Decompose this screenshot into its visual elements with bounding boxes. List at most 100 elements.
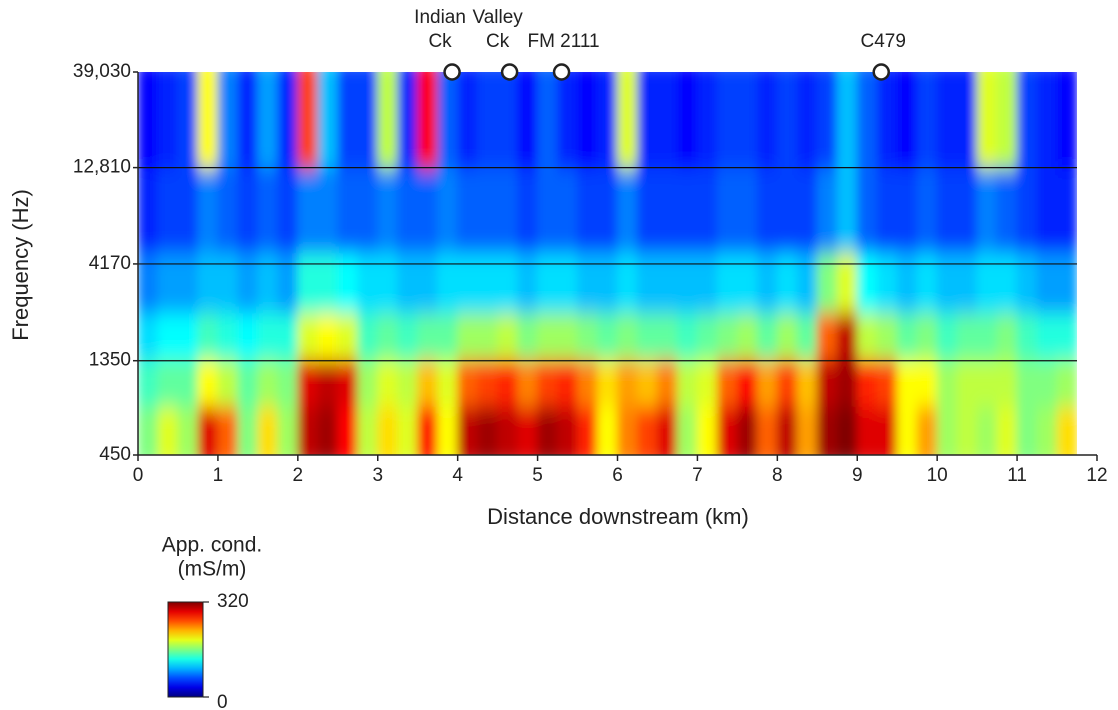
x-tick-label: 8 [772, 465, 783, 486]
heat-cell [257, 406, 279, 455]
heat-cell [397, 406, 419, 455]
heat-cell [237, 167, 259, 254]
heat-cell [497, 312, 519, 360]
heat-cell [896, 72, 918, 169]
heat-cell [856, 252, 878, 314]
heat-cell [138, 406, 159, 455]
heat-cell [457, 252, 479, 314]
heat-cell [517, 312, 539, 360]
heat-cell [437, 312, 459, 360]
heat-cell [577, 359, 599, 407]
heat-cell [976, 252, 998, 314]
heat-cell [417, 359, 439, 407]
heat-cell [756, 406, 778, 455]
heat-cell [636, 406, 658, 455]
heat-cell [896, 167, 918, 254]
heat-cell [257, 359, 279, 407]
heat-cell [736, 252, 758, 314]
heat-cell [277, 252, 299, 314]
heat-cell [157, 72, 179, 169]
heat-cell [756, 359, 778, 407]
heat-cell [537, 312, 559, 360]
heat-cell [237, 312, 259, 360]
heat-cell [417, 252, 439, 314]
heat-cell [956, 359, 978, 407]
heat-cell [656, 312, 678, 360]
heat-cell [357, 359, 379, 407]
heat-cell [237, 72, 259, 169]
heat-cell [157, 406, 179, 455]
heat-cell [1056, 167, 1077, 254]
heat-cell [537, 252, 559, 314]
heat-cell [696, 312, 718, 360]
heat-cell [357, 72, 379, 169]
heat-cell [996, 406, 1018, 455]
heat-cell [557, 406, 579, 455]
heat-cell [437, 252, 459, 314]
heat-cell [996, 312, 1018, 360]
heat-cell [377, 312, 399, 360]
heat-cell [197, 72, 219, 169]
heat-cell [676, 359, 698, 407]
heat-cell [636, 72, 658, 169]
heat-cell [656, 167, 678, 254]
heat-cell [716, 167, 738, 254]
heat-cell [816, 312, 838, 360]
y-tick-label: 4170 [89, 253, 131, 274]
heat-cell [636, 252, 658, 314]
heat-cell [497, 359, 519, 407]
heat-cell [617, 72, 638, 169]
heat-cell [597, 167, 618, 254]
heat-cell [1036, 167, 1058, 254]
heat-cell [676, 252, 698, 314]
heat-cell [377, 167, 399, 254]
heat-cell [417, 406, 439, 455]
heat-cell [157, 252, 179, 314]
x-tick-label: 5 [532, 465, 543, 486]
heat-cell [177, 167, 199, 254]
heat-cell [796, 252, 818, 314]
heat-cell [297, 72, 319, 169]
heat-cell [317, 72, 339, 169]
heat-cell [517, 252, 539, 314]
heat-cell [517, 72, 539, 169]
heat-cell [317, 167, 339, 254]
heat-cell [597, 359, 618, 407]
x-tick-label: 12 [1086, 465, 1107, 486]
heat-cell [956, 406, 978, 455]
site-label: Ck [486, 31, 510, 52]
x-tick-label: 0 [133, 465, 144, 486]
heat-cell [1036, 359, 1058, 407]
heat-cell [457, 312, 479, 360]
heat-cell [237, 359, 259, 407]
heat-cell [517, 167, 539, 254]
heat-cell [537, 359, 559, 407]
heat-cell [497, 252, 519, 314]
heat-cell [497, 72, 519, 169]
heat-cell [876, 359, 898, 407]
heat-cell [776, 72, 798, 169]
heat-cell [297, 312, 319, 360]
heat-cell [237, 252, 259, 314]
heat-cell [397, 252, 419, 314]
heat-cell [597, 312, 618, 360]
heat-cell [1016, 72, 1038, 169]
heat-cell [477, 359, 499, 407]
heat-cell [537, 167, 559, 254]
heat-cell [936, 72, 958, 169]
heat-cell [237, 406, 259, 455]
heat-cell [976, 167, 998, 254]
heat-cell [617, 167, 638, 254]
heat-cell [337, 252, 359, 314]
site-marker [552, 63, 571, 81]
y-tick-label: 1350 [89, 350, 131, 371]
heat-cell [676, 406, 698, 455]
heat-cell [736, 167, 758, 254]
heat-cell [457, 406, 479, 455]
heat-cell [916, 252, 938, 314]
heat-cell [1016, 252, 1038, 314]
heat-cell [337, 406, 359, 455]
heat-cell [177, 72, 199, 169]
colorbar-title: (mS/m) [178, 558, 247, 581]
